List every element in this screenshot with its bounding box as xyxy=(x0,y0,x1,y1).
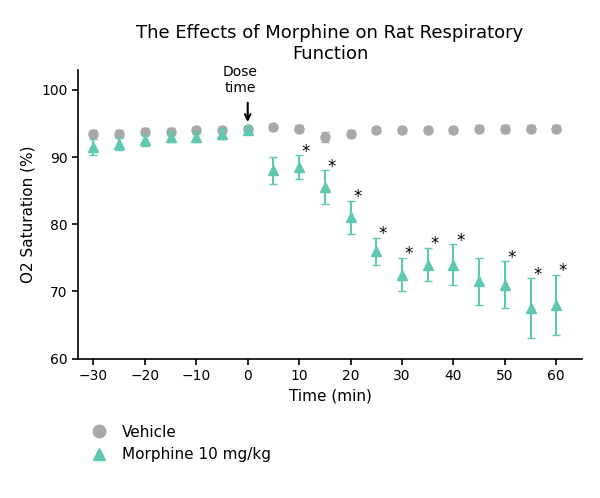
Text: *: * xyxy=(456,232,464,250)
Text: *: * xyxy=(430,236,439,253)
Text: *: * xyxy=(404,246,413,263)
Y-axis label: O2 Saturation (%): O2 Saturation (%) xyxy=(20,145,35,283)
X-axis label: Time (min): Time (min) xyxy=(289,388,371,403)
Text: *: * xyxy=(508,249,516,267)
Text: *: * xyxy=(302,142,310,161)
Legend: Vehicle, Morphine 10 mg/kg: Vehicle, Morphine 10 mg/kg xyxy=(78,418,277,468)
Title: The Effects of Morphine on Rat Respiratory
Function: The Effects of Morphine on Rat Respirato… xyxy=(136,24,524,63)
Text: Dose
time: Dose time xyxy=(223,65,257,95)
Text: *: * xyxy=(559,262,567,280)
Text: *: * xyxy=(328,158,336,176)
Text: *: * xyxy=(353,188,362,206)
Text: *: * xyxy=(533,265,542,283)
Text: *: * xyxy=(379,225,387,244)
